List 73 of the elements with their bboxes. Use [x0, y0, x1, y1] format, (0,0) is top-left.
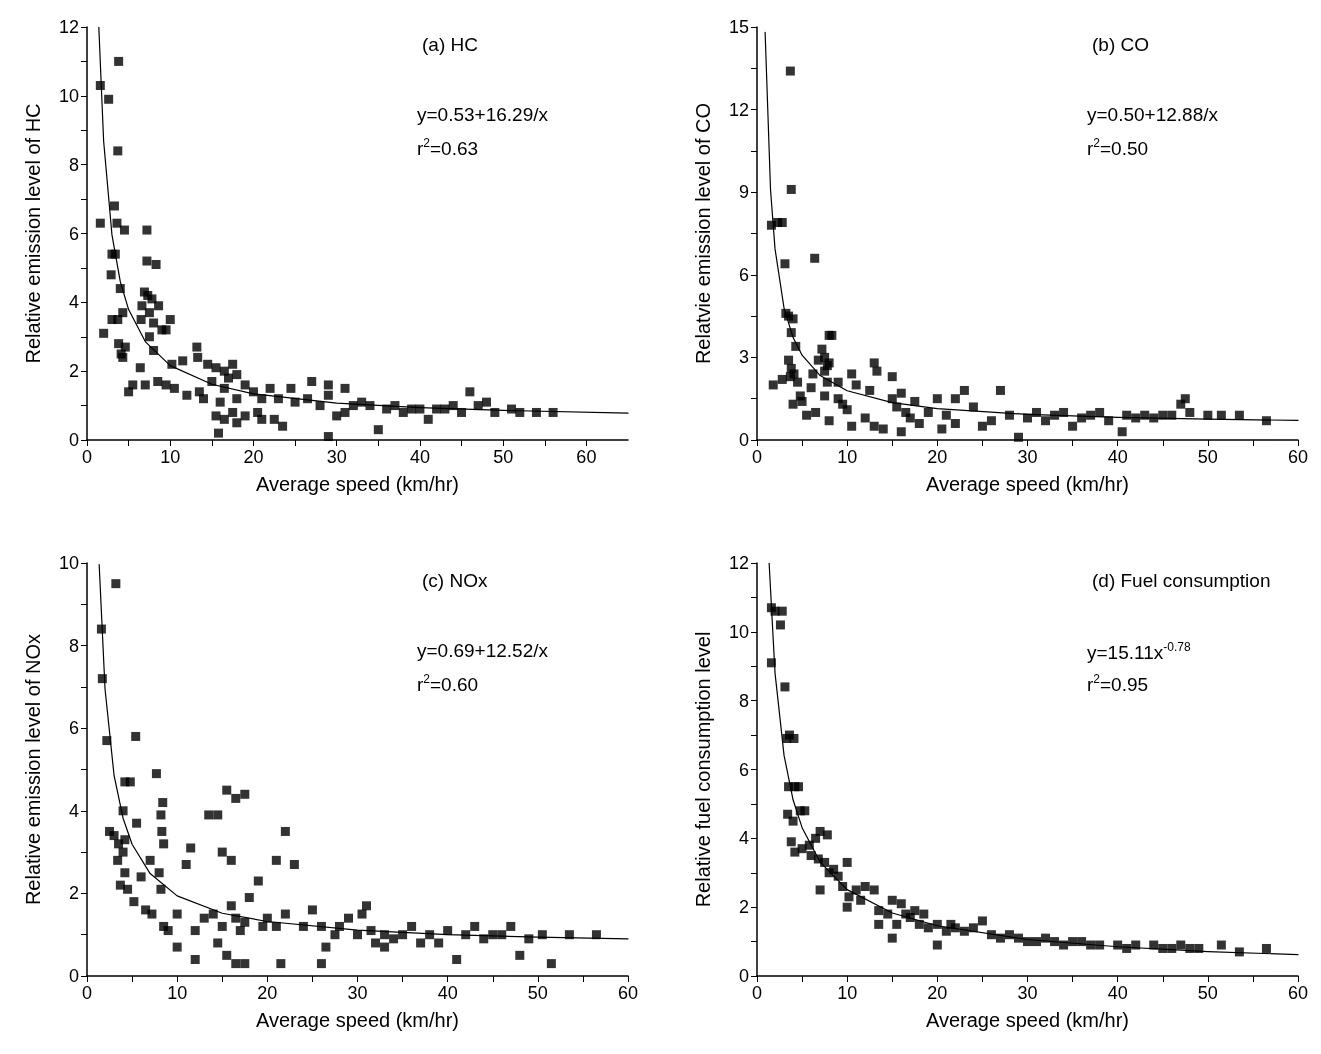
y-tick-label: 8 [68, 635, 79, 656]
x-axis-title: Average speed (km/hr) [925, 1009, 1130, 1031]
y-tick-label: 10 [728, 621, 749, 642]
y-tick-label: 8 [738, 690, 749, 711]
y-tick-label: 0 [68, 430, 79, 450]
y-tick-label: 12 [728, 553, 749, 573]
line-series [98, 564, 629, 940]
y-tick-label: 10 [58, 553, 79, 573]
y-tick-label: 15 [728, 17, 749, 37]
x-tick-label: 10 [837, 447, 858, 467]
x-tick-label: 30 [347, 983, 368, 1003]
y-tick-label: 4 [68, 800, 79, 821]
y-tick-label: 0 [738, 966, 749, 986]
x-tick-label: 20 [243, 447, 264, 467]
x-tick-label: 20 [927, 983, 948, 1003]
x-tick-label: 60 [617, 983, 639, 1003]
y-tick-label: 8 [68, 154, 79, 175]
x-tick-label: 20 [257, 983, 278, 1003]
y-tick-label: 0 [68, 966, 79, 986]
annotation: y=0.69+12.52/x [417, 640, 549, 661]
y-axis-title: Relative fuel consumption level [692, 631, 714, 908]
y-tick-label: 12 [58, 17, 79, 37]
x-tick-label: 50 [1197, 447, 1218, 467]
x-tick-label: 0 [751, 447, 763, 467]
x-tick-label: 0 [751, 983, 763, 1003]
x-tick-label: 0 [81, 983, 93, 1003]
chart-title: (c) NOx [422, 570, 488, 591]
x-tick-label: 40 [1107, 983, 1128, 1003]
x-axis-title: Average speed (km/hr) [255, 1009, 460, 1031]
x-tick-label: 60 [1287, 983, 1309, 1003]
y-tick-label: 6 [738, 759, 749, 780]
y-tick-label: 9 [738, 182, 749, 203]
y-tick-label: 2 [68, 883, 79, 904]
y-tick-label: 4 [738, 828, 749, 849]
x-tick-label: 40 [409, 447, 430, 467]
y-tick-label: 6 [738, 264, 749, 285]
annotation: y=0.53+16.29/x [417, 104, 549, 125]
line-series [764, 31, 1299, 422]
x-tick-label: 20 [927, 447, 948, 467]
y-tick-label: 6 [68, 223, 79, 244]
x-tick-label: 50 [1197, 983, 1218, 1003]
x-tick-label: 40 [1107, 447, 1128, 467]
y-tick-label: 3 [738, 347, 749, 368]
y-tick-label: 2 [738, 897, 749, 918]
x-tick-label: 50 [527, 983, 548, 1003]
y-tick-label: 10 [58, 85, 79, 106]
x-tick-label: 30 [326, 447, 347, 467]
chart-title: (b) CO [1092, 34, 1150, 55]
chart-title: (d) Fuel consumption [1092, 570, 1271, 591]
x-tick-label: 50 [493, 447, 514, 467]
x-tick-label: 10 [160, 447, 181, 467]
x-tick-label: 30 [1017, 983, 1038, 1003]
y-tick-label: 6 [68, 718, 79, 739]
y-axis-title: Relatvie emission level of CO [692, 102, 714, 365]
line-series [98, 26, 629, 414]
y-tick-label: 12 [728, 99, 749, 120]
x-axis-title: Average speed (km/hr) [255, 473, 460, 495]
y-tick-label: 0 [738, 430, 749, 450]
y-tick-label: 2 [68, 361, 79, 382]
annotation: y=0.50+12.88/x [1087, 104, 1219, 125]
x-tick-label: 60 [1287, 447, 1309, 467]
x-tick-label: 0 [81, 447, 93, 467]
y-axis-title: Relative emission level of HC [22, 103, 44, 364]
x-tick-label: 10 [167, 983, 188, 1003]
x-tick-label: 40 [437, 983, 458, 1003]
chart-title: (a) HC [422, 34, 478, 55]
y-axis-title: Relative emission level of NOx [22, 633, 44, 906]
y-tick-label: 4 [68, 292, 79, 313]
x-tick-label: 30 [1017, 447, 1038, 467]
line-series [768, 562, 1299, 956]
x-tick-label: 60 [576, 447, 597, 467]
x-tick-label: 10 [837, 983, 858, 1003]
x-axis-title: Average speed (km/hr) [925, 473, 1130, 495]
